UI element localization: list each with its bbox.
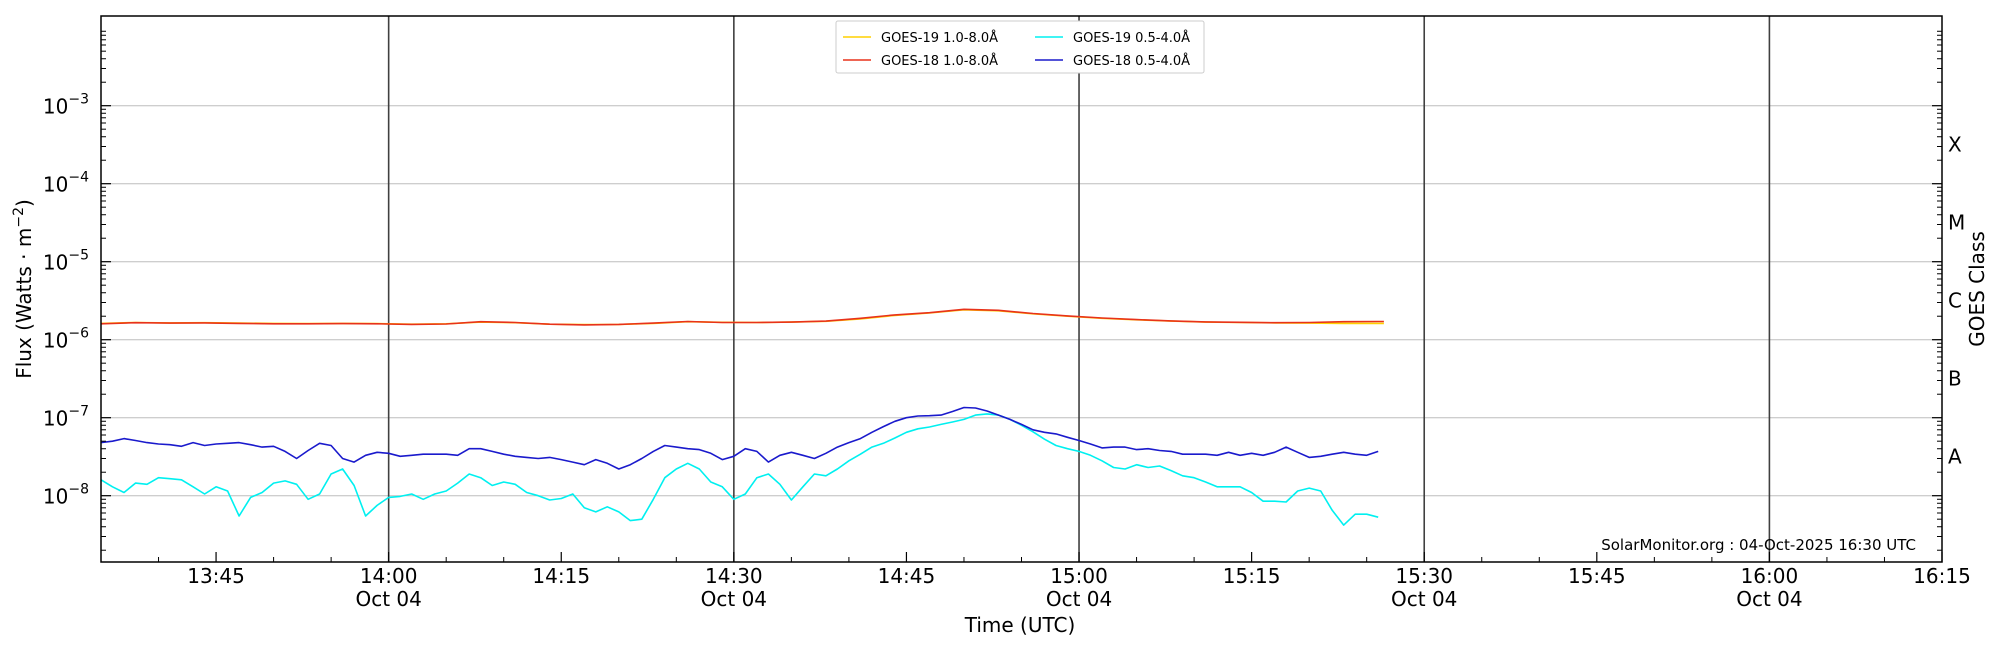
- x-tick-date-label: Oct 04: [1046, 587, 1112, 611]
- y-tick-label: 10−4: [43, 170, 89, 197]
- goes-class-label: C: [1948, 289, 1962, 313]
- x-tick-date-label: Oct 04: [701, 587, 767, 611]
- x-tick-label: 16:15: [1913, 564, 1971, 588]
- x-tick-label: 15:15: [1223, 564, 1281, 588]
- x-tick-label: 15:00: [1050, 564, 1108, 588]
- x-tick-date-label: Oct 04: [1391, 587, 1457, 611]
- legend-box: [835, 20, 1205, 74]
- legend: GOES-19 1.0-8.0Å GOES-18 1.0-8.0Å GOES-19 …: [835, 20, 1205, 74]
- x-tick-label: 14:15: [532, 564, 590, 588]
- x-tick-label: 14:45: [878, 564, 936, 588]
- goes-class-label: M: [1948, 211, 1965, 235]
- y-axis-title: Flux (Watts · m−2): [11, 199, 36, 379]
- legend-label: GOES-18 0.5-4.0Å: [1073, 53, 1190, 69]
- series-lines: [100, 308, 1384, 526]
- goes-class-axis-title: GOES Class: [1965, 231, 1989, 347]
- y-tick-label: 10−6: [43, 326, 89, 353]
- x-tick-label: 14:00: [360, 564, 418, 588]
- goes-class-label: X: [1948, 133, 1962, 157]
- y-tick-label: 10−3: [43, 92, 89, 119]
- x-tick-label: 15:30: [1395, 564, 1453, 588]
- legend-label: GOES-18 1.0-8.0Å: [881, 53, 998, 69]
- plot-background: [101, 16, 1942, 562]
- x-tick-label: 15:45: [1568, 564, 1626, 588]
- series-line: [100, 308, 1384, 326]
- goes-class-label: B: [1948, 367, 1962, 391]
- x-tick-date-label: Oct 04: [355, 587, 421, 611]
- x-tick-date-label: Oct 04: [1736, 587, 1802, 611]
- day-vertical-lines: [387, 16, 1771, 562]
- series-line: [100, 406, 1379, 470]
- x-tick-label: 16:00: [1741, 564, 1799, 588]
- x-axis-title: Time (UTC): [964, 613, 1076, 637]
- legend-label: GOES-19 1.0-8.0Å: [881, 30, 998, 46]
- x-tick-label: 13:45: [187, 564, 245, 588]
- y-axis-ticks: 10−8 10−7 10−6 10−5 10−4 10−3: [43, 30, 1942, 551]
- y-tick-label: 10−8: [43, 482, 89, 509]
- goes-class-labels: A B C M X: [1948, 133, 1965, 469]
- legend-label: GOES-19 0.5-4.0Å: [1073, 30, 1190, 46]
- goes-class-label: A: [1948, 445, 1962, 469]
- y-tick-label: 10−5: [43, 248, 89, 275]
- series-line: [100, 413, 1379, 526]
- x-tick-label: 14:30: [705, 564, 763, 588]
- credit-text: SolarMonitor.org : 04-Oct-2025 16:30 UTC: [1601, 536, 1916, 554]
- y-tick-label: 10−7: [43, 404, 89, 431]
- grid-lines: [101, 105, 1942, 497]
